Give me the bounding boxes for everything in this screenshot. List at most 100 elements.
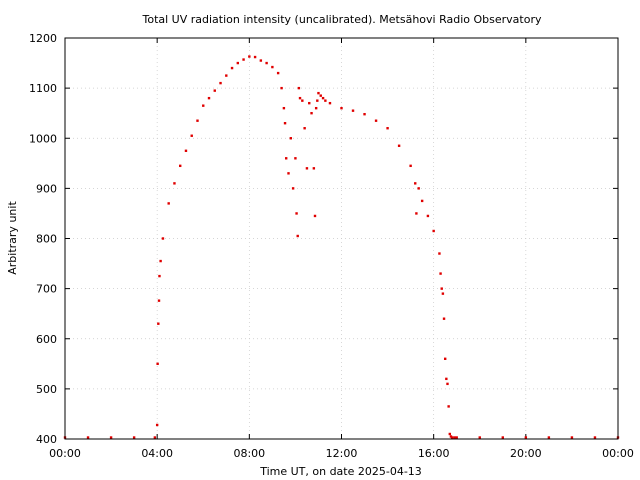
data-point [86, 436, 90, 439]
x-tick-label: 12:00 [326, 447, 358, 460]
data-point [447, 405, 450, 408]
data-point [478, 436, 481, 439]
data-point [414, 182, 417, 185]
data-point [291, 187, 295, 190]
data-point [295, 212, 298, 215]
data-point [230, 66, 234, 70]
data-point [310, 111, 313, 115]
data-point [298, 96, 302, 100]
data-point [328, 101, 332, 105]
data-point [282, 106, 286, 110]
data-point [321, 96, 325, 100]
data-point [374, 119, 378, 122]
data-point [439, 272, 442, 275]
data-point [161, 237, 165, 240]
data-point [153, 436, 157, 439]
data-point [324, 99, 327, 102]
data-point [340, 106, 343, 110]
data-point [570, 436, 574, 439]
x-tick-label: 00:00 [602, 447, 634, 460]
data-point [547, 436, 551, 439]
data-point [397, 144, 401, 147]
data-point [448, 432, 451, 436]
data-point [301, 99, 304, 102]
data-points [63, 55, 620, 439]
data-point [440, 287, 443, 290]
data-point [283, 122, 287, 125]
data-point [524, 436, 528, 439]
data-point [455, 436, 458, 439]
data-point [179, 164, 182, 168]
data-point [501, 436, 504, 439]
data-point [159, 259, 162, 263]
data-point [207, 96, 211, 100]
data-point [441, 292, 445, 295]
data-point [351, 109, 355, 112]
data-point [445, 377, 448, 381]
data-point [259, 59, 263, 62]
y-tick-label: 700 [36, 283, 57, 296]
data-point [319, 94, 322, 97]
data-point [173, 182, 176, 185]
data-point [316, 99, 319, 102]
data-point [157, 299, 161, 302]
data-point [294, 157, 297, 160]
data-point [248, 55, 251, 58]
data-point [285, 157, 288, 160]
data-point [415, 212, 418, 215]
data-point [156, 362, 159, 366]
data-point [432, 229, 435, 233]
data-point [443, 357, 447, 360]
tick-labels: 00:00 04:00 08:00 12:00 16:00 20:00 00:0040050… [29, 32, 634, 460]
data-point [446, 382, 449, 386]
data-point [280, 86, 283, 90]
data-point [184, 149, 188, 152]
grid-lines [65, 38, 618, 439]
data-point [417, 187, 420, 190]
data-point [265, 61, 268, 65]
data-point [253, 55, 257, 59]
data-point [109, 436, 113, 439]
data-point [386, 127, 389, 130]
x-tick-label: 00:00 [49, 447, 81, 460]
data-point [438, 252, 441, 255]
data-point [420, 199, 424, 203]
data-point [305, 167, 309, 170]
data-point [442, 317, 446, 320]
y-axis-label: Arbitrary unit [6, 201, 19, 275]
y-tick-label: 900 [36, 182, 57, 195]
data-point [303, 127, 306, 130]
data-point [132, 436, 136, 439]
data-point [213, 89, 216, 92]
data-point [157, 322, 160, 325]
x-tick-label: 04:00 [141, 447, 173, 460]
data-point [308, 101, 311, 105]
y-tick-label: 600 [36, 333, 57, 346]
data-point [242, 58, 245, 61]
data-point [219, 81, 222, 85]
data-point [409, 164, 412, 168]
data-point [287, 172, 290, 175]
data-point [202, 104, 205, 107]
data-point [158, 274, 161, 278]
data-point [312, 167, 316, 170]
y-tick-label: 1000 [29, 132, 57, 145]
x-tick-label: 08:00 [233, 447, 265, 460]
data-point [313, 214, 317, 218]
data-point [317, 91, 320, 95]
data-point [196, 119, 199, 122]
data-point [450, 436, 454, 439]
data-point [453, 436, 456, 439]
x-tick-label: 20:00 [510, 447, 542, 460]
y-tick-label: 800 [36, 233, 57, 246]
x-tick-label: 16:00 [418, 447, 450, 460]
data-point [236, 61, 240, 65]
data-point [225, 74, 228, 77]
data-point [296, 234, 299, 238]
data-point [289, 137, 293, 140]
data-point [155, 423, 159, 427]
data-point [190, 134, 193, 137]
y-tick-label: 1100 [29, 82, 57, 95]
data-point [314, 106, 318, 110]
